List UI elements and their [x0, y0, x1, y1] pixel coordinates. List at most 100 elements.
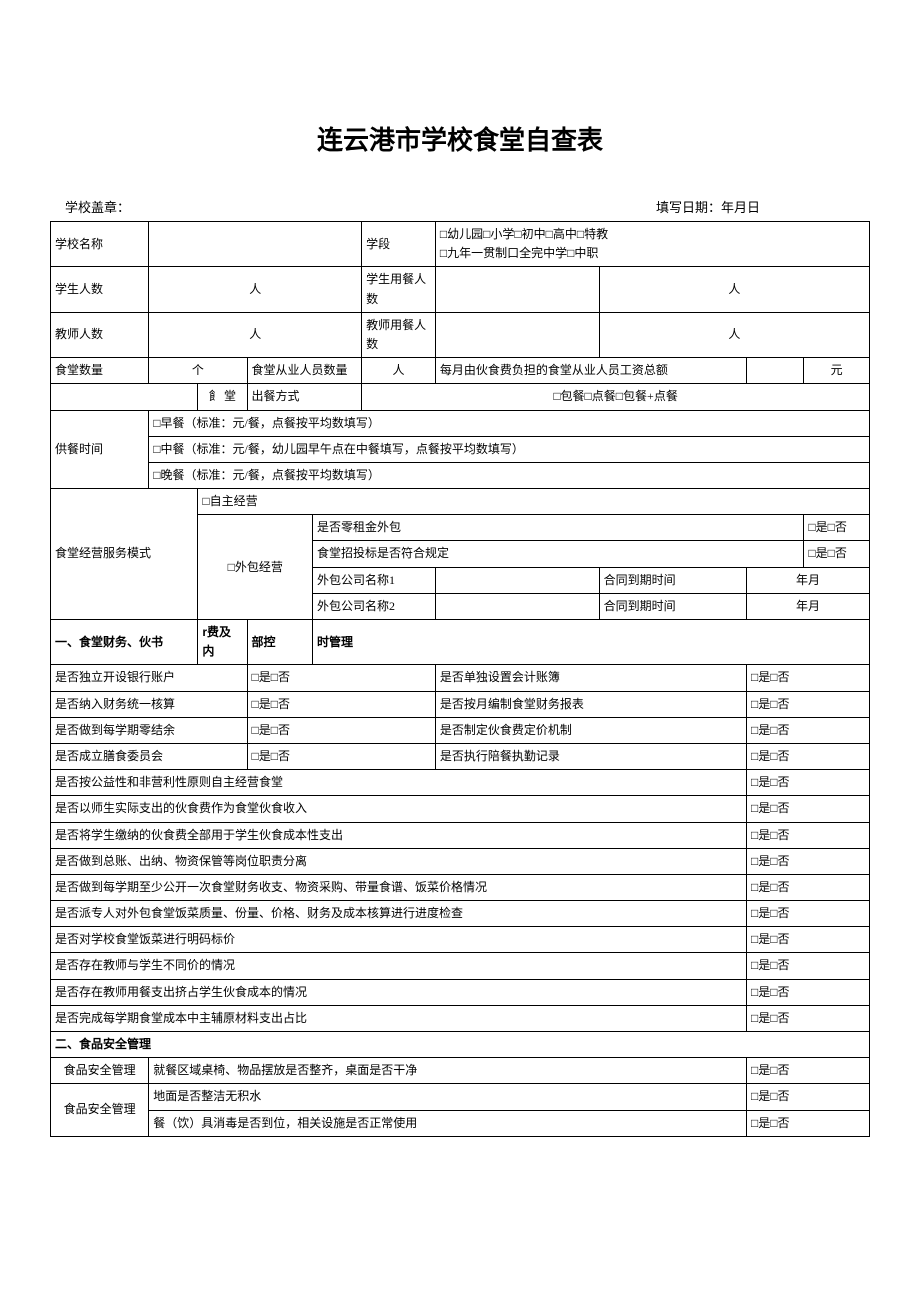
full-q-6: 是否对学校食堂饭菜进行明码标价 [51, 927, 747, 953]
full-row-0: 是否按公益性和非营利性原则自主经营食堂□是□否 [51, 770, 870, 796]
label-company2: 外包公司名称2 [313, 593, 436, 619]
safety-yn-2[interactable]: □是□否 [747, 1110, 870, 1136]
full-q-0: 是否按公益性和非营利性原则自主经营食堂 [51, 770, 747, 796]
safety-yn-0[interactable]: □是□否 [747, 1058, 870, 1084]
full-yn-5[interactable]: □是□否 [747, 901, 870, 927]
input-teacher-diners[interactable] [435, 312, 599, 357]
pair-r-1-yn[interactable]: □是□否 [747, 691, 870, 717]
input-contract1[interactable]: 年月 [747, 567, 870, 593]
full-yn-0[interactable]: □是□否 [747, 770, 870, 796]
full-q-9: 是否完成每学期食堂成本中主辅原材料支出占比 [51, 1005, 747, 1031]
input-salary[interactable] [747, 358, 804, 384]
full-yn-1[interactable]: □是□否 [747, 796, 870, 822]
safety-row-0: 食品安全管理 就餐区域桌椅、物品摆放是否整齐，桌面是否干净 □是□否 [51, 1058, 870, 1084]
lunch-option[interactable]: □中餐（标准：元/餐，幼儿园早午点在中餐填写，点餐按平均数填写） [149, 436, 870, 462]
full-row-3: 是否做到总账、出纳、物资保管等岗位职责分离□是□否 [51, 848, 870, 874]
label-canteen-count: 食堂数量 [51, 358, 149, 384]
row-lunch: □中餐（标准：元/餐，幼儿园早午点在中餐填写，点餐按平均数填写） [51, 436, 870, 462]
pair-l-1: 是否纳入财务统一核算 [51, 691, 248, 717]
label-teacher-count: 教师人数 [51, 312, 149, 357]
safety-yn-1[interactable]: □是□否 [747, 1084, 870, 1110]
shitang-label: 飠 堂 [198, 384, 247, 410]
label-meal-method: 出餐方式 [247, 384, 362, 410]
full-yn-4[interactable]: □是□否 [747, 874, 870, 900]
label-bidding: 食堂招投标是否符合规定 [313, 541, 804, 567]
input-staff-count[interactable]: 人 [362, 358, 436, 384]
pair-l-1-yn[interactable]: □是□否 [247, 691, 435, 717]
full-q-8: 是否存在教师用餐支出挤占学生伙食成本的情况 [51, 979, 747, 1005]
blank-cell [51, 384, 198, 410]
period-options[interactable]: □幼儿园□小学□初中□高中□特教 □九年一贯制口全完中学□中职 [435, 222, 869, 267]
label-monthly-salary: 每月由伙食费负担的食堂从业人员工资总额 [435, 358, 746, 384]
label-staff-count: 食堂从业人员数量 [247, 358, 362, 384]
input-teacher-count[interactable]: 人 [149, 312, 362, 357]
full-q-4: 是否做到每学期至少公开一次食堂财务收支、物资采购、带量食谱、饭菜价格情况 [51, 874, 747, 900]
pair-l-3-yn[interactable]: □是□否 [247, 743, 435, 769]
safety-q-2: 餐（饮）具消毒是否到位，相关设施是否正常使用 [149, 1110, 747, 1136]
input-contract2[interactable]: 年月 [747, 593, 870, 619]
self-op-option[interactable]: □自主经营 [198, 489, 870, 515]
pair-r-2-yn[interactable]: □是□否 [747, 717, 870, 743]
yuan-unit: 元 [804, 358, 870, 384]
student-diners-unit: 人 [599, 267, 869, 312]
pair-r-1: 是否按月编制食堂财务报表 [435, 691, 746, 717]
pair-r-3-yn[interactable]: □是□否 [747, 743, 870, 769]
label-student-count: 学生人数 [51, 267, 149, 312]
full-yn-8[interactable]: □是□否 [747, 979, 870, 1005]
meal-method-options[interactable]: □包餐□点餐□包餐+点餐 [362, 384, 870, 410]
full-yn-9[interactable]: □是□否 [747, 1005, 870, 1031]
label-op-mode: 食堂经营服务模式 [51, 489, 198, 620]
input-company2[interactable] [435, 593, 599, 619]
pair-r-0: 是否单独设置会计账簿 [435, 665, 746, 691]
full-row-6: 是否对学校食堂饭菜进行明码标价□是□否 [51, 927, 870, 953]
page-title: 连云港市学校食堂自查表 [50, 120, 870, 157]
pair-r-0-yn[interactable]: □是□否 [747, 665, 870, 691]
input-canteen-count[interactable]: 个 [149, 358, 247, 384]
bidding-yesno[interactable]: □是□否 [804, 541, 870, 567]
input-student-diners[interactable] [435, 267, 599, 312]
input-company1[interactable] [435, 567, 599, 593]
full-yn-2[interactable]: □是□否 [747, 822, 870, 848]
full-q-7: 是否存在教师与学生不同价的情况 [51, 953, 747, 979]
section1-title-row: 一、食堂财务、伙书 r费及内 部控 时管理 [51, 620, 870, 665]
safety-q-1: 地面是否整洁无积水 [149, 1084, 747, 1110]
full-row-4: 是否做到每学期至少公开一次食堂财务收支、物资采购、带量食谱、饭菜价格情况□是□否 [51, 874, 870, 900]
full-row-9: 是否完成每学期食堂成本中主辅原材料支出占比□是□否 [51, 1005, 870, 1031]
full-yn-3[interactable]: □是□否 [747, 848, 870, 874]
zero-rent-yesno[interactable]: □是□否 [804, 515, 870, 541]
section1-title-d: 时管理 [313, 620, 870, 665]
full-q-5: 是否派专人对外包食堂饭菜质量、份量、价格、财务及成本核算进行进度检查 [51, 901, 747, 927]
section1-title-b: r费及内 [198, 620, 247, 665]
label-meal-time: 供餐时间 [51, 410, 149, 489]
pair-row-0: 是否独立开设银行账户 □是□否 是否单独设置会计账簿 □是□否 [51, 665, 870, 691]
full-yn-7[interactable]: □是□否 [747, 953, 870, 979]
row-dinner: □晚餐（标准：元/餐，点餐按平均数填写） [51, 462, 870, 488]
full-row-7: 是否存在教师与学生不同价的情况□是□否 [51, 953, 870, 979]
dinner-option[interactable]: □晚餐（标准：元/餐，点餐按平均数填写） [149, 462, 870, 488]
label-period: 学段 [362, 222, 436, 267]
main-table: 学校名称 学段 □幼儿园□小学□初中□高中□特教 □九年一贯制口全完中学□中职 … [50, 221, 870, 1137]
breakfast-option[interactable]: □早餐（标准：元/餐，点餐按平均数填写） [149, 410, 870, 436]
outsource-option[interactable]: □外包经营 [198, 515, 313, 620]
full-q-1: 是否以师生实际支出的伙食费作为食堂伙食收入 [51, 796, 747, 822]
row-teacher-count: 教师人数 人 教师用餐人数 人 [51, 312, 870, 357]
pair-l-3: 是否成立膳食委员会 [51, 743, 248, 769]
input-school-name[interactable] [149, 222, 362, 267]
pair-row-2: 是否做到每学期零结余 □是□否 是否制定伙食费定价机制 □是□否 [51, 717, 870, 743]
label-zero-rent: 是否零租金外包 [313, 515, 804, 541]
stamp-label: 学校盖章： [65, 197, 130, 216]
input-student-count[interactable]: 人 [149, 267, 362, 312]
pair-row-1: 是否纳入财务统一核算 □是□否 是否按月编制食堂财务报表 □是□否 [51, 691, 870, 717]
section1-title-a: 一、食堂财务、伙书 [51, 620, 198, 665]
label-contract2: 合同到期时间 [599, 593, 746, 619]
full-row-8: 是否存在教师用餐支出挤占学生伙食成本的情况□是□否 [51, 979, 870, 1005]
full-yn-6[interactable]: □是□否 [747, 927, 870, 953]
row-breakfast: 供餐时间 □早餐（标准：元/餐，点餐按平均数填写） [51, 410, 870, 436]
pair-l-0-yn[interactable]: □是□否 [247, 665, 435, 691]
pair-l-2-yn[interactable]: □是□否 [247, 717, 435, 743]
section2-title: 二、食品安全管理 [51, 1032, 870, 1058]
pair-r-2: 是否制定伙食费定价机制 [435, 717, 746, 743]
label-school-name: 学校名称 [51, 222, 149, 267]
section1-title-c: 部控 [247, 620, 313, 665]
row-student-count: 学生人数 人 学生用餐人数 人 [51, 267, 870, 312]
